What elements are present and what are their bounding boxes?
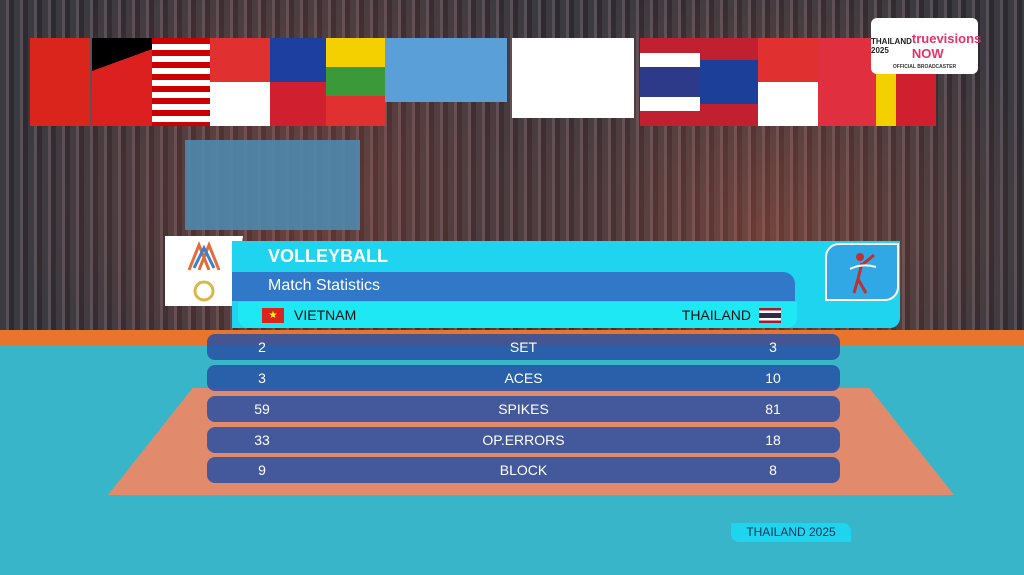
flag-myanmar [326,38,386,126]
graphic-subtitle: Match Statistics [268,277,381,294]
stat-left-value: 33 [254,432,270,448]
thailand-flag-icon [759,307,781,323]
subtitle-band: Match Statistics [232,272,795,301]
stat-left-value: 2 [258,339,266,355]
stat-label: ACES [504,370,543,386]
stat-left-value: 3 [258,370,266,386]
stat-right-value: 8 [769,462,777,478]
stat-label: OP.ERRORS [482,432,565,448]
vietnam-flag-icon: ★ [262,307,284,323]
teams-row: ★ VIETNAM THAILAND [238,302,797,328]
stat-row-aces: 3 ACES 10 [207,365,840,391]
stat-row-set: 2 SET 3 [207,334,840,360]
broadcaster-logo: THAILAND 2025 truevisions NOW OFFICIAL B… [871,18,982,74]
stat-label: SPIKES [498,401,549,417]
stat-right-value: 81 [765,401,781,417]
flag-philippines [270,38,330,126]
brand-logo: truevisions NOW [911,31,982,61]
games-logo [165,236,243,306]
flag-seagf [385,38,507,102]
sea-games-emblem-icon [187,240,221,271]
stat-row-op-errors: 33 OP.ERRORS 18 [207,427,840,453]
volleyball-pictogram-icon [825,243,899,301]
flag-indonesia [758,38,818,126]
event-logo: THAILAND 2025 [871,37,912,55]
flag-thailand [640,38,700,126]
stat-right-value: 10 [765,370,781,386]
event-tag: THAILAND 2025 [731,523,851,542]
flag-singapore [210,38,270,126]
flag-malaysia [152,38,212,126]
stat-label: SET [509,339,538,355]
flag-thailand-2025 [512,38,634,118]
arena-banner [185,140,360,230]
broadcaster-caption: OFFICIAL BROADCASTER [892,64,957,70]
stat-left-value: 59 [254,401,270,417]
stat-left-value: 9 [258,462,266,478]
stat-row-spikes: 59 SPIKES 81 [207,396,840,422]
sport-title: VOLLEYBALL [268,246,388,266]
flag-vietnam [30,38,90,126]
seagf-emblem-icon [193,280,215,302]
stat-row-block: 9 BLOCK 8 [207,457,840,483]
match-stats-header: VOLLEYBALL Match Statistics ★ VIETNAM THA… [232,241,900,328]
stat-right-value: 3 [769,339,777,355]
flag-laos [700,38,760,126]
flag-timor-leste [92,38,152,126]
team-right: THAILAND [681,307,751,323]
flag-cambodia [818,38,878,126]
team-left: VIETNAM [294,307,357,323]
stat-label: BLOCK [499,462,548,478]
stat-right-value: 18 [765,432,781,448]
